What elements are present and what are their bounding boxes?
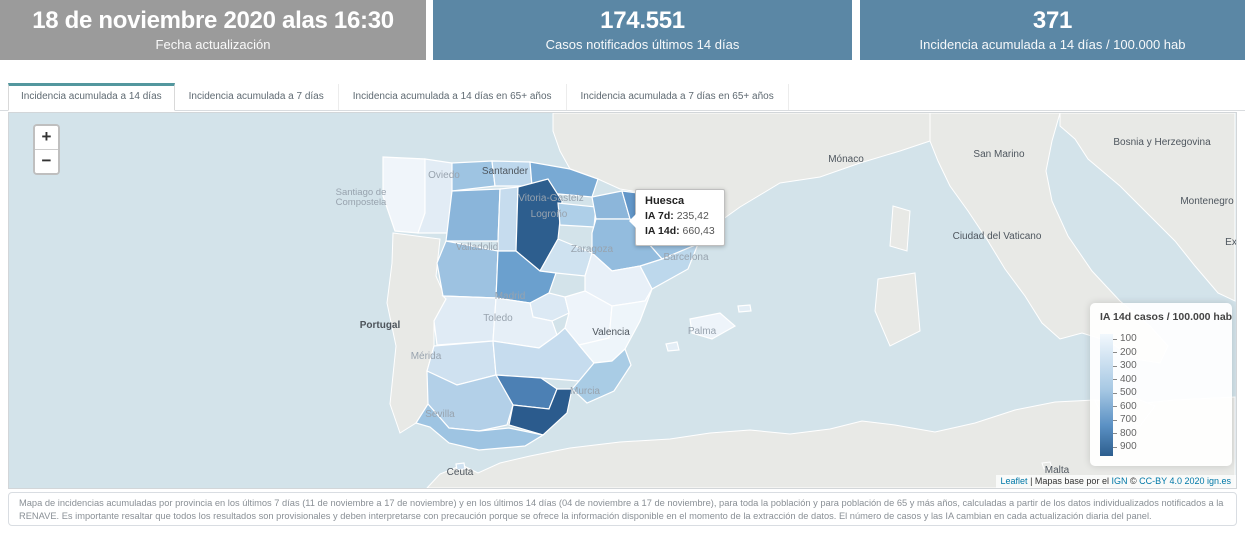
tooltip-row: IA 7d: 235,42: [645, 210, 709, 222]
cases-label: Casos notificados últimos 14 días: [545, 36, 740, 52]
incidence-value: 371: [1032, 7, 1073, 35]
map-label-palma: Palma: [688, 326, 717, 337]
map-label-madrid: Madrid: [495, 291, 526, 302]
map-label-murcia: Murcia: [570, 386, 600, 397]
region-valencia-castellon[interactable]: [577, 288, 653, 364]
update-date: 18 de noviembre 2020 alas 16:30: [32, 7, 394, 35]
region-soria[interactable]: [539, 238, 593, 277]
update-date-label: Fecha actualización: [155, 36, 271, 52]
map-label-valladolid: Valladolid: [456, 242, 499, 253]
region-ceuta[interactable]: [455, 462, 466, 471]
attribution-link[interactable]: Leaflet: [1000, 476, 1028, 486]
region-sardinia: [874, 272, 921, 347]
map-label-barcelona: Barcelona: [663, 252, 708, 263]
incidence-label: Incidencia acumulada a 14 días / 100.000…: [919, 36, 1186, 52]
map-label-santander: Santander: [482, 166, 529, 177]
region-ibiza[interactable]: [665, 341, 680, 352]
map-label-m-naco: Mónaco: [828, 154, 864, 165]
tab-1[interactable]: Incidencia acumulada a 14 días: [8, 83, 175, 111]
region-murcia-alicante[interactable]: [571, 347, 632, 404]
region-corsica: [889, 205, 911, 252]
region-lugo-ourense[interactable]: [417, 158, 456, 234]
map-label-malta: Malta: [1045, 465, 1070, 476]
date-panel: 18 de noviembre 2020 alas 16:30 Fecha ac…: [0, 0, 426, 60]
region-granada[interactable]: [508, 388, 573, 436]
tab-bar: Incidencia acumulada a 14 días Incidencia…: [0, 83, 1245, 111]
map-label-compostela: Compostela: [336, 197, 387, 208]
region-leon[interactable]: [445, 188, 501, 242]
legend-tick: 800: [1113, 428, 1137, 439]
map-tooltip: Huesca IA 7d: 235,42 IA 14d: 660,43: [629, 189, 725, 247]
legend-tick: 500: [1113, 388, 1137, 398]
map-label-logro-o: Logroño: [531, 209, 568, 220]
map-label-valencia: Valencia: [592, 327, 630, 338]
map-label-vitoria-gasteiz: Vitoria-Gasteiz: [518, 193, 583, 204]
map-zoom-control: + −: [33, 124, 60, 175]
legend-title: IA 14d casos / 100.000 hab: [1100, 311, 1233, 323]
cases-panel: 174.551 Casos notificados últimos 14 día…: [433, 0, 852, 60]
map-attribution: Leaflet | Mapas base por el IGN © CC-BY …: [995, 475, 1236, 488]
legend-tick: 700: [1113, 415, 1137, 425]
zoom-out-button[interactable]: −: [35, 150, 58, 173]
legend-tick: 900: [1113, 442, 1137, 452]
legend-gradient: [1100, 334, 1113, 456]
map-label-san-marino: San Marino: [973, 149, 1025, 160]
map-label-montenegro: Montenegro: [1180, 196, 1234, 207]
incidence-panel: 371 Incidencia acumulada a 14 días / 100…: [860, 0, 1245, 60]
tooltip-title: Huesca: [645, 195, 685, 207]
map-legend: IA 14d casos / 100.000 hab 100 200 300 400 5…: [1090, 303, 1232, 466]
map-label-ex: Ex: [1225, 237, 1236, 248]
legend-tick: 400: [1113, 374, 1137, 385]
map-label-oviedo: Oviedo: [428, 170, 460, 181]
cases-value: 174.551: [600, 7, 685, 35]
map-label-santiago-de: Santiago de: [336, 187, 387, 198]
legend-tick: 600: [1113, 401, 1137, 412]
map-label-ceuta: Ceuta: [447, 467, 474, 478]
region-balkans: [1059, 113, 1236, 302]
attribution-text: ©: [1127, 476, 1140, 486]
tab-2[interactable]: Incidencia acumulada a 7 días: [175, 84, 339, 110]
map-label-sevilla: Sevilla: [425, 409, 455, 420]
region-cadiz-malaga[interactable]: [415, 402, 545, 451]
map-label-toledo: Toledo: [483, 313, 513, 324]
legend-tick: 200: [1113, 347, 1137, 358]
region-menorca[interactable]: [737, 304, 752, 313]
map-label-m-rida: Mérida: [411, 351, 442, 362]
tab-4[interactable]: Incidencia acumulada a 7 días en 65+ año…: [567, 84, 789, 110]
region-palencia[interactable]: [497, 186, 519, 252]
legend-ticks: 100 200 300 400 500 600 700 800 900: [1113, 334, 1137, 452]
region-a-coruna-pontevedra[interactable]: [382, 156, 426, 234]
map-label-zaragoza: Zaragoza: [571, 244, 614, 255]
tab-3[interactable]: Incidencia acumulada a 14 días en 65+ añ…: [339, 84, 567, 110]
map-label-portugal: Portugal: [360, 320, 401, 331]
attribution-link[interactable]: CC-BY 4.0 2020 ign.es: [1139, 476, 1231, 486]
region-malta: [1041, 461, 1053, 470]
map-canvas[interactable]: Santiago de Compostela Oviedo Santander Vito…: [8, 112, 1237, 489]
legend-tick: 300: [1113, 361, 1137, 371]
map-label-bosnia-y-herzegovina: Bosnia y Herzegovina: [1113, 137, 1211, 148]
attribution-link[interactable]: IGN: [1111, 476, 1128, 486]
zoom-in-button[interactable]: +: [35, 126, 58, 150]
footer-note: Mapa de incidencias acumuladas por provi…: [8, 492, 1237, 526]
legend-tick: 100: [1113, 334, 1137, 344]
attribution-text: | Mapas base por el: [1027, 476, 1112, 486]
tooltip-row: IA 14d: 660,43: [645, 225, 715, 238]
region-mallorca[interactable]: [689, 312, 737, 340]
map-label-ciudad-del-vaticano: Ciudad del Vaticano: [953, 231, 1042, 242]
